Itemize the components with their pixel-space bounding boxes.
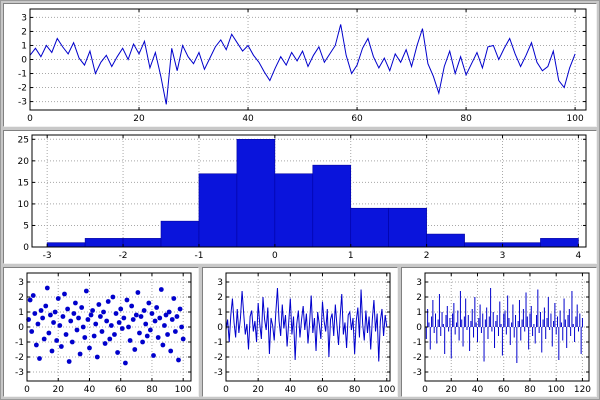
svg-text:2: 2 bbox=[416, 293, 422, 303]
svg-text:100: 100 bbox=[548, 385, 565, 395]
panel-top-timeseries: 0 20 40 60 80 100 -3 -2 -1 0 1 2 3 bbox=[3, 3, 597, 127]
svg-text:80: 80 bbox=[524, 385, 536, 395]
svg-text:3: 3 bbox=[21, 13, 27, 23]
svg-text:2: 2 bbox=[18, 293, 24, 303]
svg-text:-2: -2 bbox=[214, 353, 223, 363]
histogram-chart: -3 -2 -1 0 1 2 3 4 0 5 10 15 20 25 bbox=[4, 131, 596, 263]
svg-text:100: 100 bbox=[567, 114, 584, 124]
svg-text:-2: -2 bbox=[119, 251, 128, 261]
noise-line-chart: 0 20 40 60 80 100 -3 -2 -1 0 1 2 3 bbox=[203, 268, 397, 396]
svg-text:80: 80 bbox=[460, 114, 472, 124]
timeseries-chart: 0 20 40 60 80 100 -3 -2 -1 0 1 2 3 bbox=[4, 4, 596, 126]
svg-text:20: 20 bbox=[446, 385, 458, 395]
svg-text:0: 0 bbox=[21, 56, 27, 66]
svg-text:-3: -3 bbox=[214, 368, 223, 378]
panel-stem: 0 20 40 60 80 100 120 -3 -2 -1 0 1 2 3 bbox=[401, 267, 597, 397]
svg-text:60: 60 bbox=[115, 385, 127, 395]
svg-text:80: 80 bbox=[349, 385, 361, 395]
svg-text:25: 25 bbox=[18, 135, 29, 145]
svg-text:3: 3 bbox=[18, 278, 24, 288]
svg-text:3: 3 bbox=[416, 278, 422, 288]
svg-text:0: 0 bbox=[18, 323, 24, 333]
svg-text:0: 0 bbox=[24, 385, 30, 395]
svg-text:2: 2 bbox=[424, 251, 430, 261]
svg-text:1: 1 bbox=[21, 41, 27, 51]
svg-text:-3: -3 bbox=[18, 98, 27, 108]
svg-text:1: 1 bbox=[217, 308, 223, 318]
svg-text:20: 20 bbox=[133, 114, 145, 124]
svg-text:40: 40 bbox=[285, 385, 297, 395]
svg-text:2: 2 bbox=[21, 27, 27, 37]
svg-text:40: 40 bbox=[242, 114, 254, 124]
stem-chart: 0 20 40 60 80 100 120 -3 -2 -1 0 1 2 3 bbox=[402, 268, 596, 396]
svg-text:1: 1 bbox=[348, 251, 354, 261]
svg-text:-3: -3 bbox=[43, 251, 52, 261]
svg-text:10: 10 bbox=[18, 200, 30, 210]
svg-text:120: 120 bbox=[574, 385, 591, 395]
svg-text:20: 20 bbox=[53, 385, 65, 395]
panel-noise-line: 0 20 40 60 80 100 -3 -2 -1 0 1 2 3 bbox=[202, 267, 398, 397]
svg-text:3: 3 bbox=[217, 278, 223, 288]
bottom-panel-row: 0 20 40 60 80 100 -3 -2 -1 0 1 2 3 0 20 40 60 80 100 -3 -2-… bbox=[3, 267, 597, 397]
svg-text:60: 60 bbox=[498, 385, 510, 395]
svg-text:100: 100 bbox=[378, 385, 395, 395]
panel-scatter: 0 20 40 60 80 100 -3 -2 -1 0 1 2 3 bbox=[3, 267, 199, 397]
svg-text:100: 100 bbox=[175, 385, 192, 395]
svg-text:40: 40 bbox=[84, 385, 96, 395]
svg-text:60: 60 bbox=[317, 385, 329, 395]
svg-text:0: 0 bbox=[223, 385, 229, 395]
svg-text:-1: -1 bbox=[413, 338, 422, 348]
svg-text:-2: -2 bbox=[18, 84, 27, 94]
svg-text:0: 0 bbox=[23, 243, 29, 253]
svg-text:0: 0 bbox=[416, 323, 422, 333]
svg-text:0: 0 bbox=[272, 251, 278, 261]
svg-text:0: 0 bbox=[27, 114, 33, 124]
svg-text:4: 4 bbox=[576, 251, 582, 261]
scatter-chart: 0 20 40 60 80 100 -3 -2 -1 0 1 2 3 bbox=[4, 268, 198, 396]
svg-text:0: 0 bbox=[217, 323, 223, 333]
svg-text:1: 1 bbox=[18, 308, 24, 318]
svg-text:80: 80 bbox=[146, 385, 158, 395]
svg-text:5: 5 bbox=[23, 221, 29, 231]
svg-text:1: 1 bbox=[416, 308, 422, 318]
svg-text:40: 40 bbox=[472, 385, 484, 395]
svg-text:-1: -1 bbox=[214, 338, 223, 348]
svg-text:-2: -2 bbox=[413, 353, 422, 363]
panel-histogram: -3 -2 -1 0 1 2 3 4 0 5 10 15 20 25 bbox=[3, 130, 597, 264]
svg-text:15: 15 bbox=[18, 178, 29, 188]
svg-text:-1: -1 bbox=[194, 251, 203, 261]
svg-text:60: 60 bbox=[351, 114, 363, 124]
svg-text:2: 2 bbox=[217, 293, 223, 303]
svg-text:-3: -3 bbox=[413, 368, 422, 378]
svg-text:-1: -1 bbox=[15, 338, 24, 348]
svg-text:0: 0 bbox=[422, 385, 428, 395]
svg-text:-2: -2 bbox=[15, 353, 24, 363]
svg-text:20: 20 bbox=[18, 157, 30, 167]
svg-text:-3: -3 bbox=[15, 368, 24, 378]
svg-text:3: 3 bbox=[500, 251, 506, 261]
svg-text:20: 20 bbox=[252, 385, 264, 395]
svg-text:-1: -1 bbox=[18, 70, 27, 80]
